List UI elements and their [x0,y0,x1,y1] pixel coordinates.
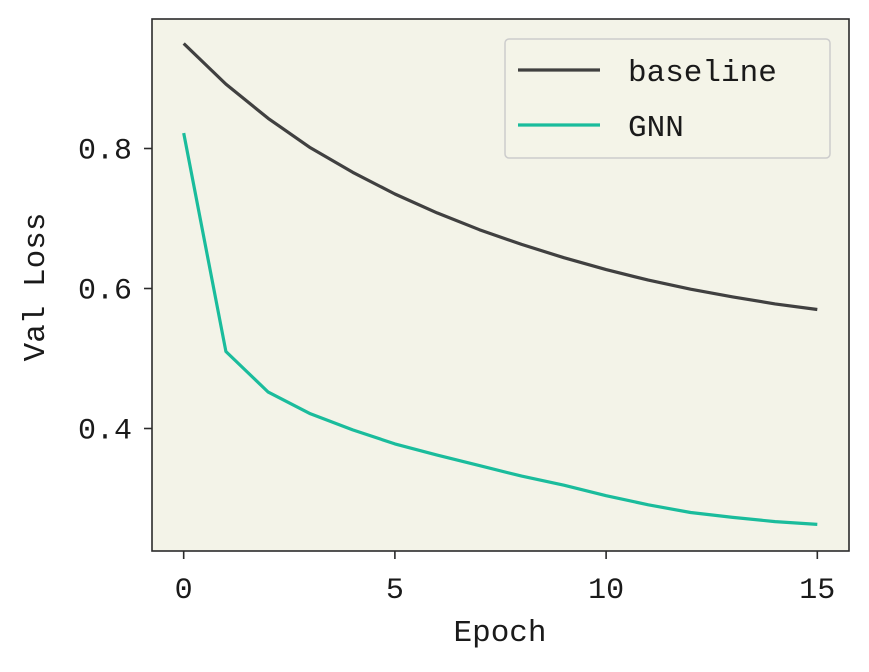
series-layer [182,42,818,526]
y-tick-label: 0.4 [78,415,132,449]
plot-frame [151,18,850,552]
x-tick-label: 5 [386,574,404,608]
y-ticks: 0.4 0.6 0.8 [78,135,152,449]
y-tick-label: 0.6 [78,275,132,309]
legend-label-baseline: baseline [628,56,777,91]
x-tick-label: 0 [175,574,193,608]
x-ticks: 0 5 10 15 [175,551,835,608]
y-axis-label: Val Loss [19,213,54,362]
y-tick-label: 0.8 [78,135,132,169]
x-tick-label: 10 [588,574,624,608]
legend-label-gnn: GNN [628,111,684,146]
x-axis-label: Epoch [453,616,546,651]
x-tick-label: 15 [799,574,835,608]
legend: baseline GNN [504,38,831,159]
series-line-baseline [182,42,818,312]
series-line-gnn [182,132,818,526]
